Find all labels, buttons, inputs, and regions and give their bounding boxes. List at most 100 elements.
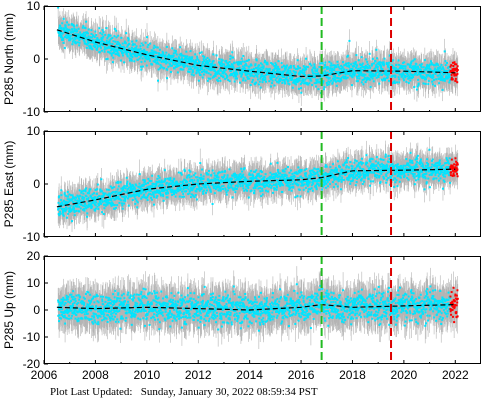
data-point bbox=[298, 73, 301, 76]
data-point bbox=[205, 71, 208, 74]
data-point bbox=[424, 76, 427, 79]
data-point bbox=[234, 71, 237, 74]
data-point bbox=[257, 68, 260, 71]
data-point bbox=[61, 22, 64, 25]
data-point bbox=[187, 59, 190, 62]
recent-point bbox=[452, 68, 455, 71]
data-point bbox=[261, 63, 264, 66]
data-point bbox=[197, 58, 200, 61]
data-point bbox=[197, 68, 200, 71]
data-point bbox=[249, 73, 252, 76]
data-point bbox=[358, 77, 361, 80]
data-point bbox=[180, 57, 183, 60]
data-point bbox=[192, 59, 195, 62]
data-point bbox=[186, 55, 189, 58]
y-axis-label: P285 North (mm) bbox=[2, 13, 16, 105]
data-point bbox=[302, 80, 305, 83]
data-point bbox=[302, 72, 305, 75]
data-point bbox=[104, 47, 107, 50]
data-point bbox=[214, 74, 217, 77]
data-point bbox=[287, 82, 290, 85]
data-point bbox=[219, 79, 222, 82]
data-point bbox=[294, 73, 297, 76]
data-point bbox=[100, 43, 103, 46]
data-point bbox=[148, 57, 151, 60]
data-point bbox=[329, 72, 332, 75]
data-point bbox=[382, 77, 385, 80]
data-point bbox=[245, 64, 248, 67]
data-point bbox=[318, 80, 321, 83]
data-point bbox=[174, 65, 177, 68]
data-point bbox=[135, 45, 138, 48]
data-point bbox=[387, 64, 390, 67]
data-point bbox=[219, 63, 222, 66]
data-point bbox=[291, 86, 294, 89]
data-point bbox=[211, 76, 214, 79]
data-point bbox=[394, 68, 397, 71]
data-point bbox=[98, 45, 101, 48]
data-point bbox=[324, 70, 327, 73]
data-point bbox=[109, 38, 112, 41]
data-point bbox=[299, 83, 302, 86]
data-point bbox=[238, 67, 241, 70]
data-point bbox=[232, 65, 235, 68]
data-point bbox=[222, 75, 225, 78]
data-point bbox=[378, 61, 381, 64]
data-point bbox=[410, 60, 413, 63]
data-point bbox=[143, 48, 146, 51]
recent-point bbox=[454, 77, 457, 80]
data-point bbox=[196, 66, 199, 69]
recent-point bbox=[453, 61, 456, 64]
data-point bbox=[359, 64, 362, 67]
data-point bbox=[353, 73, 356, 76]
data-point bbox=[121, 54, 124, 57]
data-point bbox=[241, 73, 244, 76]
data-point bbox=[77, 34, 80, 37]
data-point bbox=[288, 83, 291, 86]
data-point bbox=[174, 60, 177, 63]
data-point bbox=[209, 73, 212, 76]
data-point bbox=[66, 30, 69, 33]
data-point bbox=[110, 45, 113, 48]
data-point bbox=[191, 69, 194, 72]
data-point bbox=[250, 64, 253, 67]
data-point bbox=[322, 80, 325, 83]
data-point bbox=[443, 50, 446, 53]
data-point bbox=[125, 32, 128, 35]
data-point bbox=[446, 70, 449, 73]
data-point bbox=[70, 34, 73, 37]
data-point bbox=[227, 63, 230, 66]
data-point bbox=[356, 68, 359, 71]
data-point bbox=[106, 37, 109, 40]
data-point bbox=[349, 74, 352, 77]
data-point bbox=[332, 74, 335, 77]
data-point bbox=[171, 54, 174, 57]
data-point bbox=[149, 53, 152, 56]
data-point bbox=[162, 52, 165, 55]
data-point bbox=[432, 76, 435, 79]
data-point bbox=[152, 53, 155, 56]
data-point bbox=[331, 67, 334, 70]
data-point bbox=[423, 72, 426, 75]
data-point bbox=[250, 71, 253, 74]
data-point bbox=[411, 65, 414, 68]
data-point bbox=[333, 67, 336, 70]
data-point bbox=[86, 31, 89, 34]
data-point bbox=[354, 72, 357, 75]
data-point bbox=[79, 31, 82, 34]
recent-point bbox=[450, 73, 453, 76]
data-point bbox=[401, 72, 404, 75]
data-point bbox=[315, 78, 318, 81]
data-point bbox=[67, 35, 70, 38]
data-point bbox=[59, 32, 62, 35]
data-point bbox=[407, 63, 410, 66]
data-point bbox=[178, 53, 181, 56]
recent-point bbox=[449, 65, 452, 68]
data-point bbox=[364, 73, 367, 76]
data-point bbox=[114, 40, 117, 43]
data-point bbox=[323, 64, 326, 67]
data-point bbox=[180, 68, 183, 71]
data-point bbox=[448, 81, 451, 84]
data-point bbox=[166, 77, 169, 80]
